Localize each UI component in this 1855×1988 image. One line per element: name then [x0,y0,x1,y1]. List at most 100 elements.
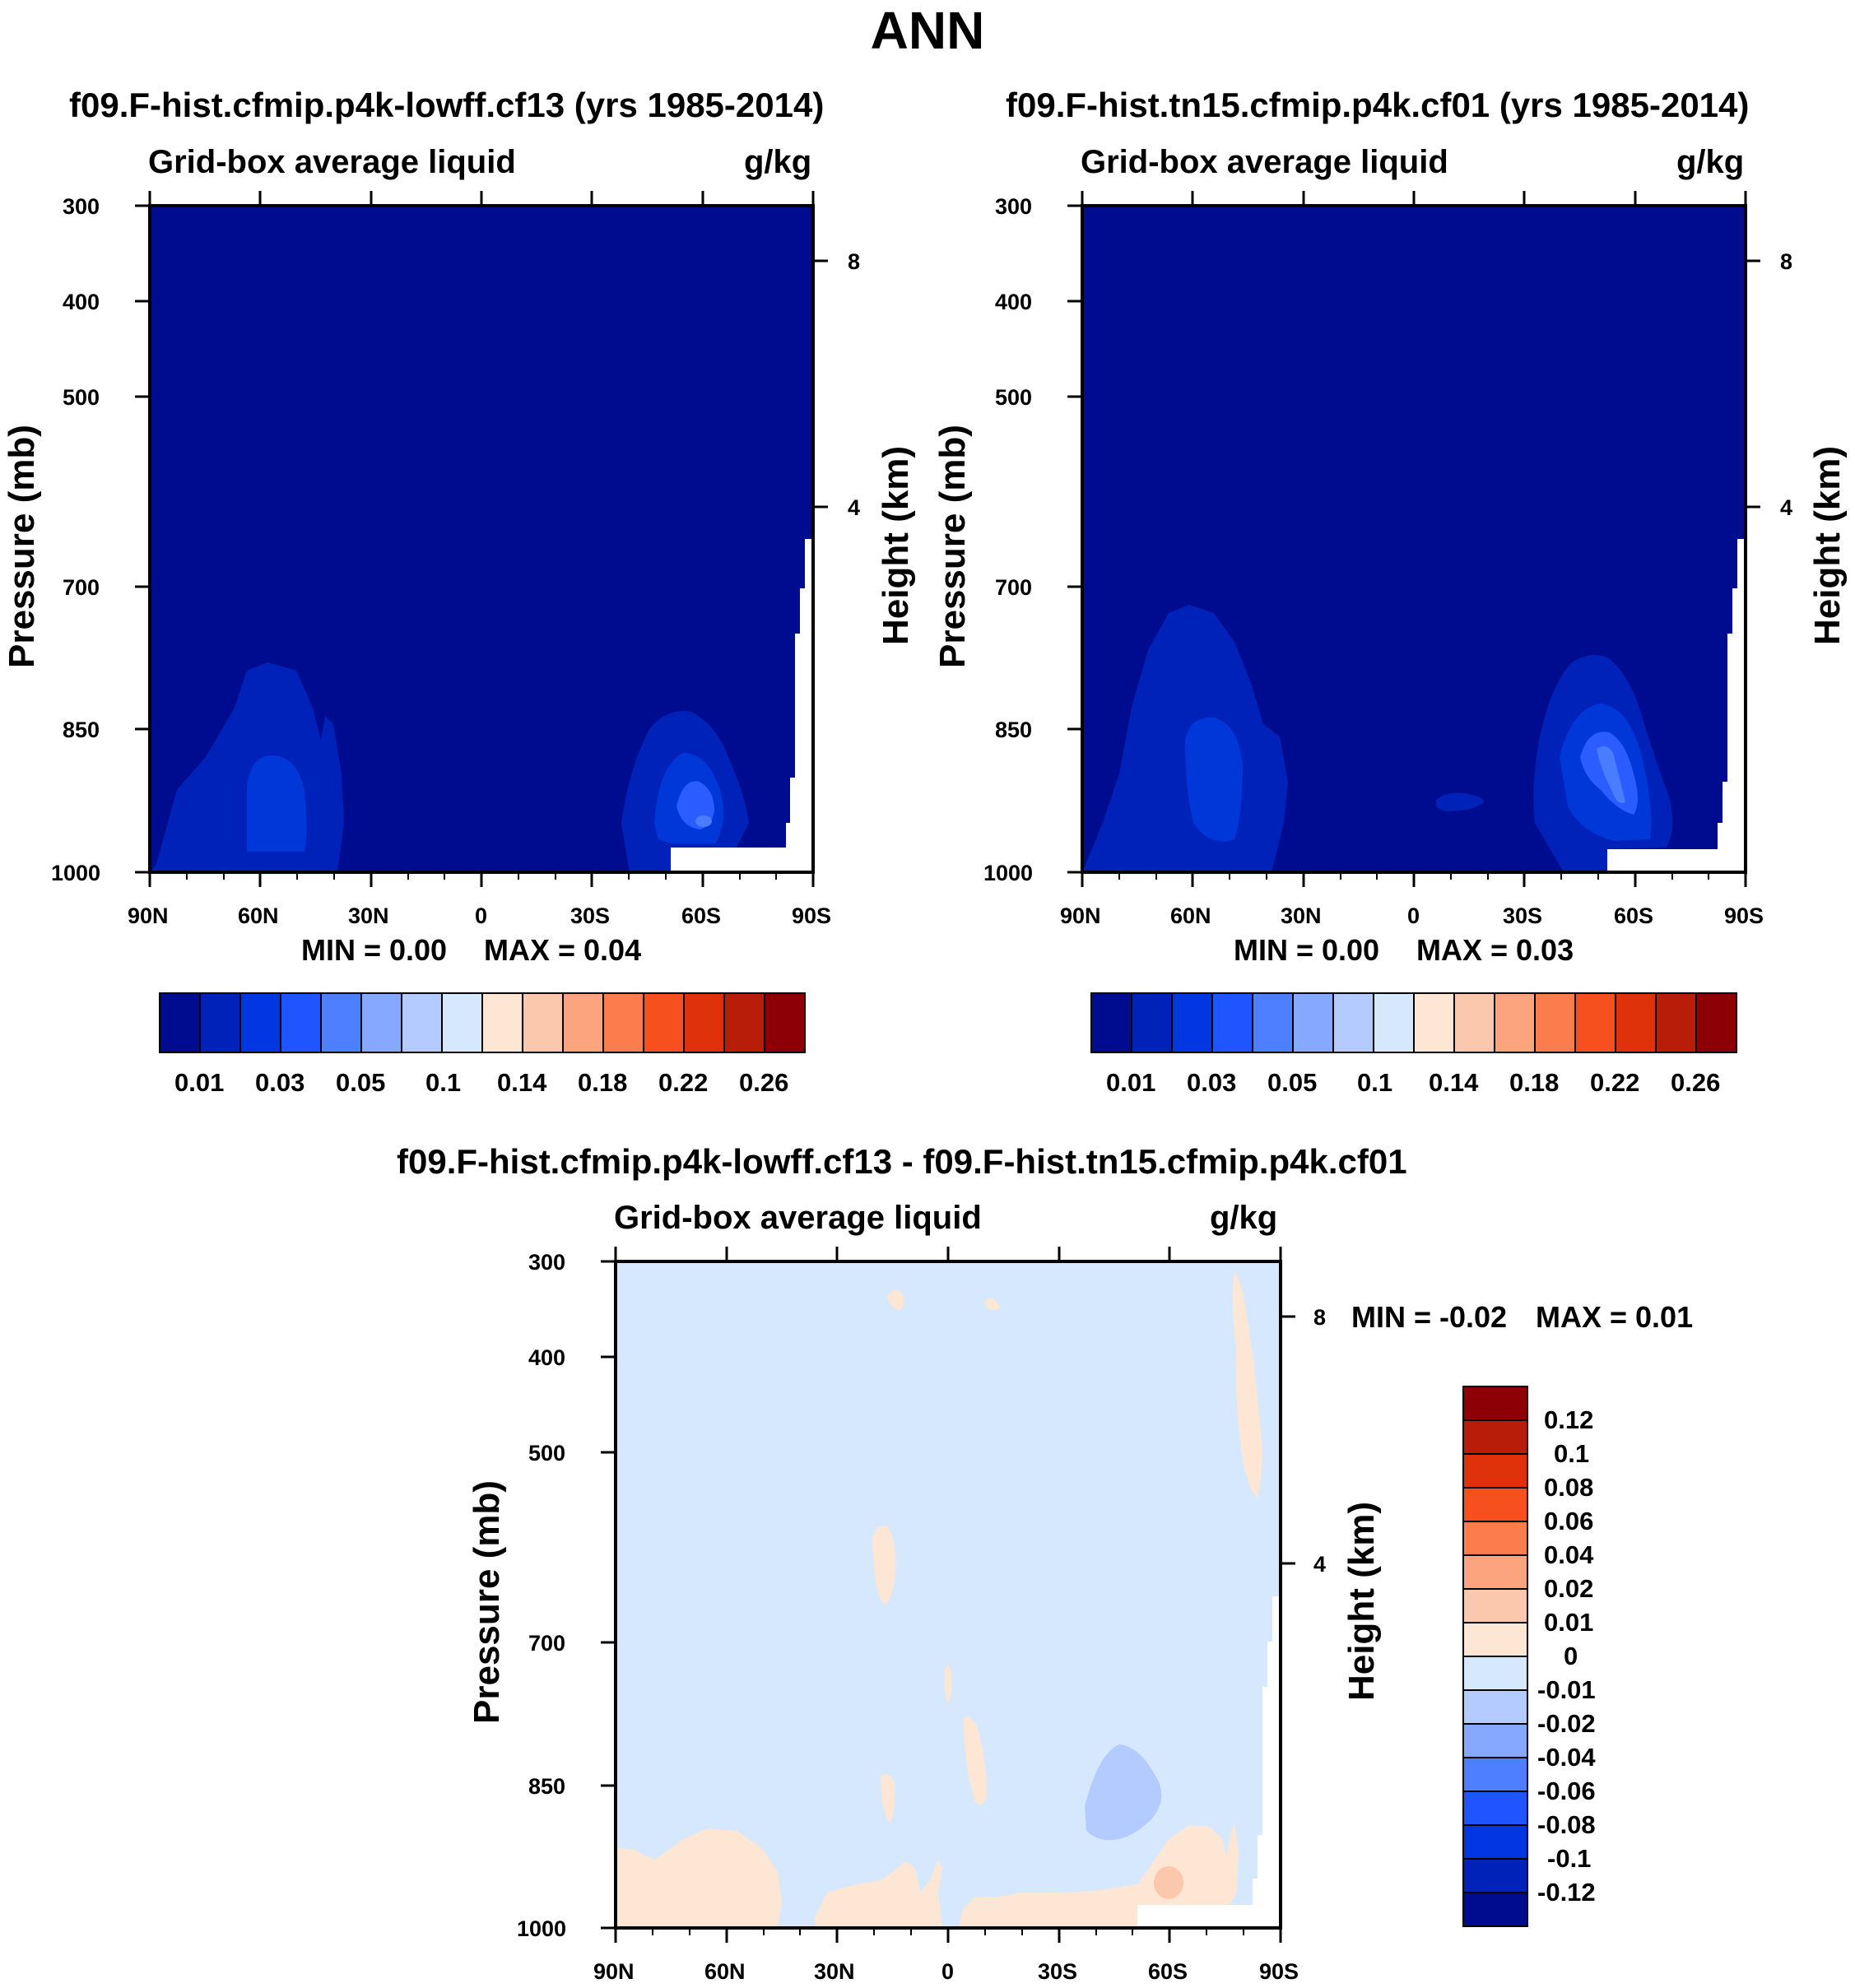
panel-1-xtick: 60S [681,903,722,928]
panel-3-colorbar-bin [1462,1689,1528,1725]
panel-2-sh-liquid-core [1597,746,1625,803]
panel-3-variable: Grid-box average liquid [614,1200,982,1236]
panel-1-ytick-right: 8 [848,249,861,274]
panel-1-units: g/kg [744,144,812,180]
panel-1-max: MAX = 0.04 [484,933,642,967]
panel-2-colorbar-bin [1534,992,1576,1053]
panel-1-ytick-right: 4 [848,495,861,520]
panel-1-ytick: 400 [63,290,100,314]
panel-2-colorbar-label: 0.01 [1106,1068,1156,1097]
panel-1-colorbar-bin [320,992,362,1053]
panel-2-ytick: 300 [995,194,1033,219]
panel-2-variable: Grid-box average liquid [1081,144,1448,180]
panel-1-colorbar-bin [441,992,483,1053]
panel-1-colorbar-bin [723,992,765,1053]
panel-2-colorbar-bin [1292,992,1334,1053]
panel-2-colorbar-label: 0.14 [1429,1068,1479,1097]
panel-1-ytick: 850 [63,718,100,742]
panel-3-positive-patch [944,1665,952,1703]
panel-3-colorbar-bin [1462,1656,1528,1691]
panel-2-colorbar-bin [1131,992,1173,1053]
panel-1-colorbar-bin [764,992,806,1053]
panel-1-colorbar-label: 0.18 [578,1068,628,1097]
panel-3-colorbar-label: 0.08 [1544,1473,1594,1502]
panel-3-xtick: 60N [704,1959,746,1984]
panel-3-colorbar-label: -0.01 [1537,1675,1596,1704]
panel-2-colorbar-bin [1252,992,1294,1053]
panel-2-xtick: 60N [1170,903,1211,928]
panel-2-ytick: 850 [995,718,1033,742]
panel-1-missing-data [671,539,813,872]
panel-3-ytick-right: 4 [1313,1552,1327,1577]
panel-3-colorbar-label: -0.08 [1537,1810,1596,1839]
panel-3-minor-ticks [652,1928,1244,1935]
panel-1-colorbar-label: 0.22 [658,1068,709,1097]
panel-1-colorbar-bin [401,992,443,1053]
panel-3-colorbar-label: -0.12 [1537,1878,1596,1907]
panel-1-colorbar-label: 0.26 [739,1068,789,1097]
panel-1-title: f09.F-hist.cfmip.p4k-lowff.cf13 (yrs 198… [69,86,825,124]
panel-2-colorbar-bin [1655,992,1697,1053]
panel-2-xtick: 90S [1724,903,1764,928]
panel-2-xtick: 90N [1060,903,1101,928]
panel-3-colorbar-bin [1462,1419,1528,1455]
panel-3-ytick: 300 [528,1250,566,1275]
panel-1-minor-ticks [186,872,777,880]
panel-3-colorbar-bin [1462,1622,1528,1657]
panel-3-colorbar-label: 0.04 [1544,1540,1594,1569]
panel-2-nh-liquid-inner [1185,717,1243,842]
panel-3-positive-band [616,1828,782,1928]
panel-3-colorbar-label: 0.12 [1544,1405,1594,1434]
panel-3-xtick: 0 [941,1959,955,1984]
panel-2-colorbar-label: 0.18 [1509,1068,1560,1097]
panel-3-colorbar-bin [1462,1588,1528,1623]
panel-3-colorbar-label: -0.02 [1537,1709,1596,1738]
panel-3-colorbar-bin [1462,1723,1528,1758]
panel-3-xtick: 60S [1148,1959,1188,1984]
panel-3-xtick: 30S [1038,1959,1078,1984]
panel-1-colorbar-label: 0.1 [425,1068,462,1097]
panel-3-colorbar-bin [1462,1487,1528,1522]
panel-3-xtick: 90S [1259,1959,1299,1984]
panel-1-colorbar-bin [683,992,725,1053]
panel-3-colorbar-bin [1462,1453,1528,1489]
panel-1-colorbar-bin [522,992,564,1053]
panel-2-colorbar-label: 0.05 [1267,1068,1318,1097]
panel-2-missing-data [1607,539,1746,872]
panel-3-ytick: 700 [528,1631,566,1656]
panel-2-ytick: 400 [995,290,1033,314]
panel-3-positive-core [1154,1866,1183,1899]
panel-2-colorbar-bin [1453,992,1495,1053]
panel-2-xtick: 0 [1407,903,1420,928]
panel-3-ytick: 500 [528,1441,566,1465]
panel-3-negative-patch [1085,1744,1162,1841]
panel-3-colorbar-label: 0.02 [1544,1574,1594,1603]
panel-3-colorbar-label: -0.06 [1537,1777,1596,1805]
panel-2-minor-ticks [1118,872,1709,880]
panel-3-ticks [601,1247,1295,1943]
panel-2-colorbar-bin [1373,992,1415,1053]
panel-1-ytick: 300 [63,194,100,219]
panel-2-tropical-liquid [1436,792,1485,811]
panel-1-variable: Grid-box average liquid [148,144,516,180]
panel-3-colorbar-label: -0.1 [1547,1844,1592,1873]
panel-1-nh-liquid-inner [247,755,307,852]
panel-2-colorbar-label: 0.22 [1590,1068,1640,1097]
panel-2-title: f09.F-hist.tn15.cfmip.p4k.cf01 (yrs 1985… [1006,86,1750,124]
panel-1-ticks [135,191,828,887]
panel-1-ytick: 1000 [51,861,101,885]
panel-3-colorbar-bin [1462,1858,1528,1893]
panel-3-max: MAX = 0.01 [1536,1300,1694,1334]
panel-3-colorbar-bin [1462,1757,1528,1792]
panel-2-units: g/kg [1676,144,1745,180]
panel-1-colorbar-label: 0.01 [174,1068,225,1097]
panel-1-xtick: 90S [792,903,832,928]
panel-3-colorbar-bin [1462,1386,1528,1421]
panel-2-colorbar-label: 0.03 [1187,1068,1237,1097]
panel-3-colorbar-bin [1462,1824,1528,1860]
panel-2-colorbar-label: 0.26 [1671,1068,1721,1097]
